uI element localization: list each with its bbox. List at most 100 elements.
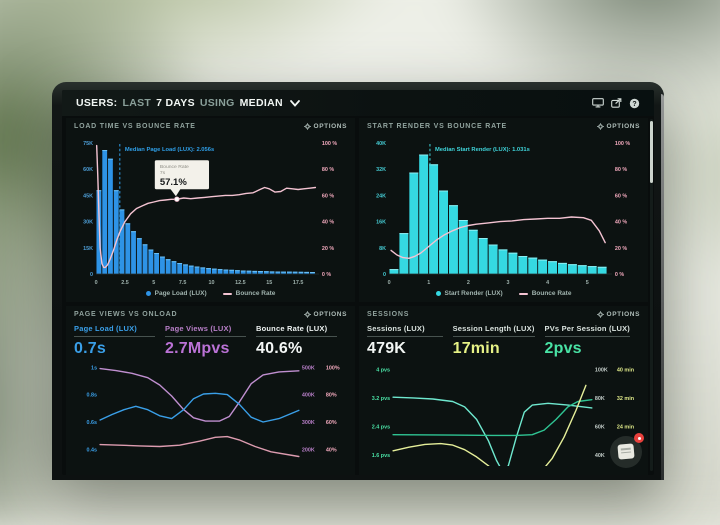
panel-page-views: PAGE VIEWS VS ONLOAD OPTIONS Page Load (…	[66, 306, 355, 475]
metrics-row: Page Load (LUX) 0.7s Page Views (LUX) 2.…	[74, 324, 347, 358]
using-label: USING	[199, 97, 235, 109]
dashboard-title-dropdown[interactable]: USERS: LAST 7 DAYS USING MEDIAN	[76, 97, 300, 109]
metric-underline	[74, 336, 155, 337]
svg-text:15: 15	[266, 280, 272, 286]
options-button[interactable]: OPTIONS	[596, 311, 640, 318]
legend-item-bounce-rate[interactable]: Bounce Rate	[518, 290, 571, 297]
panel-sessions: SESSIONS OPTIONS Sessions (LUX) 479K Ses…	[359, 306, 648, 475]
svg-text:3: 3	[507, 280, 510, 286]
svg-text:32 min: 32 min	[617, 396, 634, 402]
panel-title: SESSIONS	[367, 311, 410, 318]
svg-text:40K: 40K	[376, 141, 386, 147]
scrollbar-thumb[interactable]	[650, 121, 653, 183]
series-dot-icon	[145, 291, 151, 296]
svg-text:Median Page Load (LUX): 2.056s: Median Page Load (LUX): 2.056s	[125, 147, 214, 153]
legend-item-page-load[interactable]: Page Load (LUX)	[145, 290, 207, 297]
sessions-chart[interactable]: 4 pvs 3.2 pvs 2.4 pvs 1.6 pvs 100K 80K 60K 40K 4…	[367, 358, 640, 466]
svg-text:1: 1	[427, 280, 430, 286]
svg-text:57.1%: 57.1%	[160, 177, 188, 188]
svg-text:40K: 40K	[595, 453, 605, 459]
svg-text:0: 0	[383, 272, 386, 278]
days-label: 7 DAYS	[156, 97, 195, 109]
gear-icon	[596, 123, 604, 130]
svg-text:100 %: 100 %	[322, 141, 338, 147]
load-time-chart[interactable]: Median Page Load (LUX): 2.056s 75K 60K 45K 3…	[74, 135, 347, 287]
chart-legend: Page Load (LUX) Bounce Rate	[74, 287, 347, 300]
svg-text:10: 10	[208, 280, 214, 286]
svg-text:80 %: 80 %	[322, 167, 335, 173]
metric-sessions: Sessions (LUX) 479K	[367, 324, 453, 358]
help-icon[interactable]: ?	[629, 98, 640, 109]
options-button[interactable]: OPTIONS	[303, 123, 347, 130]
svg-text:40 %: 40 %	[615, 220, 628, 226]
options-button[interactable]: OPTIONS	[596, 123, 640, 130]
series-line-icon	[222, 292, 232, 295]
header-icons: ?	[592, 98, 640, 109]
svg-text:60 %: 60 %	[615, 193, 628, 199]
chart-legend: Start Render (LUX) Bounce Rate	[367, 287, 640, 300]
note-icon	[617, 443, 635, 460]
svg-text:?: ?	[632, 101, 636, 108]
svg-text:2.4 pvs: 2.4 pvs	[372, 425, 390, 431]
panel-start-render: START RENDER VS BOUNCE RATE OPTIONS Medi…	[359, 118, 648, 302]
svg-text:0.6s: 0.6s	[87, 420, 98, 426]
notification-badge	[634, 433, 644, 443]
start-render-chart[interactable]: Median Start Render (LUX): 1.031s 40K 32K 2…	[367, 135, 640, 287]
svg-text:2.5: 2.5	[121, 280, 129, 286]
svg-text:40 min: 40 min	[617, 367, 634, 373]
svg-text:32K: 32K	[376, 167, 386, 173]
last-label: LAST	[122, 97, 152, 109]
metric-underline	[452, 336, 535, 337]
series-line-icon	[518, 292, 528, 295]
metric-underline	[544, 336, 630, 337]
svg-text:1.6 pvs: 1.6 pvs	[372, 453, 390, 459]
gear-icon	[596, 311, 604, 318]
svg-text:12.5: 12.5	[235, 280, 246, 286]
svg-text:15K: 15K	[83, 246, 93, 252]
svg-text:80 %: 80 %	[615, 167, 628, 173]
svg-text:100K: 100K	[595, 367, 608, 373]
svg-text:Median Start Render (LUX): 1.0: Median Start Render (LUX): 1.031s	[435, 147, 530, 153]
page-views-chart[interactable]: 1s 0.8s 0.6s 0.4s 500K 400K 300K 200K 100% 80% 60%…	[74, 358, 347, 466]
svg-text:20 %: 20 %	[322, 246, 335, 252]
svg-text:100 %: 100 %	[615, 141, 631, 147]
svg-text:5: 5	[586, 280, 589, 286]
panel-grid: LOAD TIME VS BOUNCE RATE OPTIONS Median …	[66, 118, 648, 475]
chat-widget-button[interactable]	[610, 433, 644, 468]
legend-item-start-render[interactable]: Start Render (LUX)	[435, 290, 503, 297]
gear-icon	[303, 123, 311, 130]
laptop-bezel-highlight	[661, 94, 664, 480]
svg-text:4 pvs: 4 pvs	[376, 367, 390, 373]
svg-text:0.4s: 0.4s	[87, 447, 98, 453]
svg-text:7s: 7s	[160, 170, 166, 176]
svg-text:500K: 500K	[302, 365, 315, 371]
metric-page-views: Page Views (LUX) 2.7Mpvs	[165, 324, 256, 358]
metric-underline	[256, 336, 337, 337]
median-label: MEDIAN	[239, 97, 283, 109]
svg-text:300K: 300K	[302, 420, 315, 426]
svg-text:0.8s: 0.8s	[87, 393, 98, 399]
options-button[interactable]: OPTIONS	[303, 311, 347, 318]
chevron-down-icon[interactable]	[289, 99, 300, 107]
metrics-row: Sessions (LUX) 479K Session Length (LUX)…	[367, 324, 640, 358]
svg-text:60K: 60K	[595, 425, 605, 431]
svg-text:20 %: 20 %	[615, 246, 628, 252]
svg-text:3.2 pvs: 3.2 pvs	[372, 396, 390, 402]
share-icon[interactable]	[611, 98, 622, 108]
svg-text:17.5: 17.5	[293, 280, 304, 286]
legend-item-bounce-rate[interactable]: Bounce Rate	[222, 290, 275, 297]
metric-page-load: Page Load (LUX) 0.7s	[74, 324, 165, 358]
svg-text:60 %: 60 %	[322, 193, 335, 199]
svg-text:30K: 30K	[83, 220, 93, 226]
svg-text:80%: 80%	[326, 393, 337, 399]
metric-underline	[367, 336, 443, 337]
panel-load-time: LOAD TIME VS BOUNCE RATE OPTIONS Median …	[66, 118, 355, 302]
users-label: USERS:	[76, 97, 118, 109]
display-icon[interactable]	[592, 98, 604, 108]
panel-title: LOAD TIME VS BOUNCE RATE	[74, 123, 196, 130]
svg-text:0: 0	[95, 280, 98, 286]
svg-text:0 %: 0 %	[615, 272, 625, 278]
svg-text:60%: 60%	[326, 420, 337, 426]
svg-text:8K: 8K	[379, 246, 386, 252]
svg-text:40%: 40%	[326, 447, 337, 453]
